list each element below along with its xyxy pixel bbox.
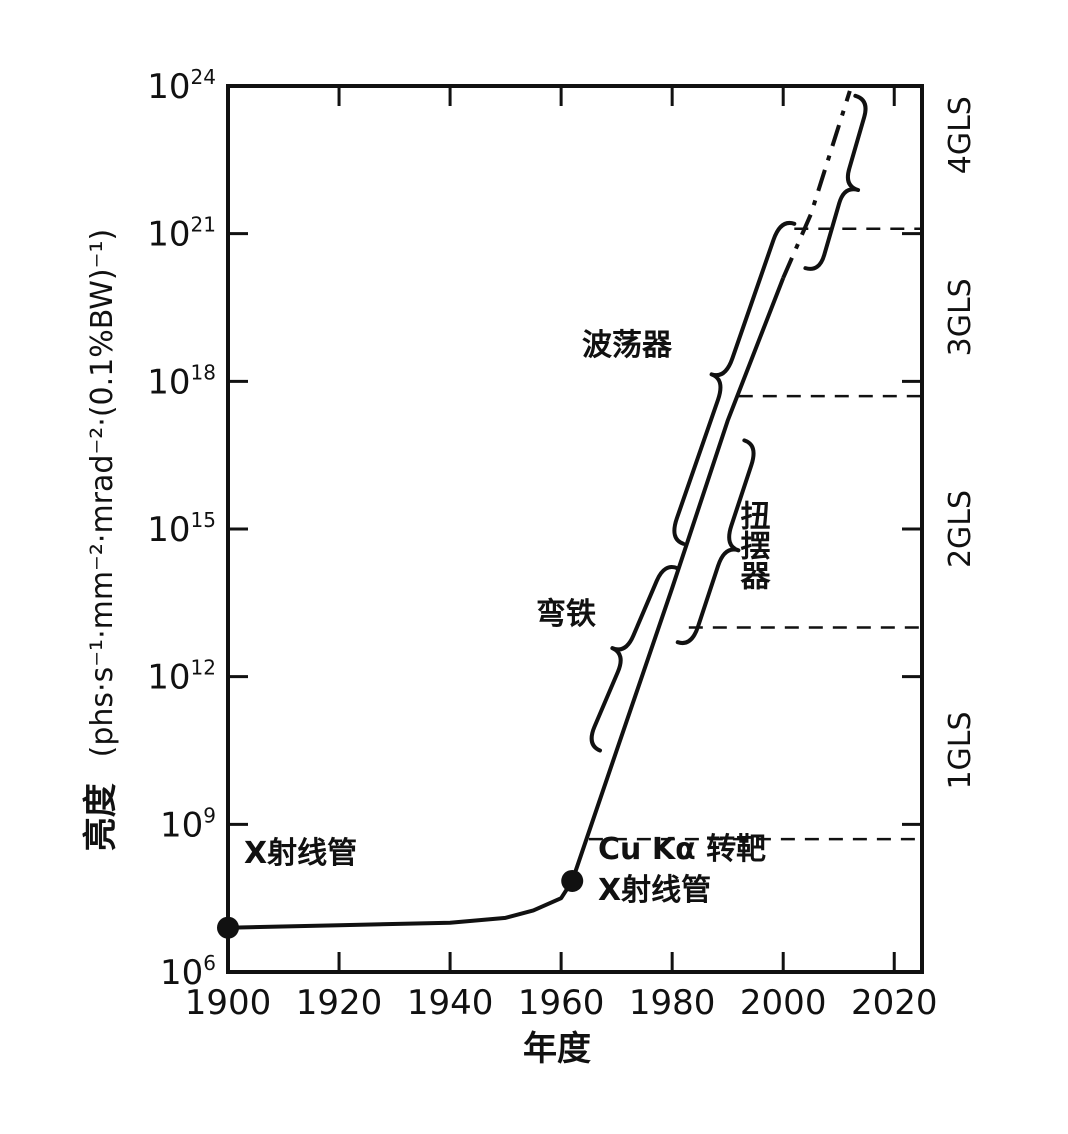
x-tick-label: 2000 (740, 983, 827, 1023)
y-tick-label: 1018 (147, 360, 216, 402)
tick-group: 1900 1920 1940 1960 1980 2000 2020 106 109 1012 10… (147, 65, 937, 1023)
generation-label: 3GLS (943, 278, 978, 356)
bracket-label-wiggler: 扭摆器 (735, 500, 772, 590)
bracket-label-bending-magnet: 弯铁 (536, 597, 596, 632)
y-tick-label: 1012 (147, 656, 216, 698)
y-tick-label: 106 (160, 951, 216, 993)
marker-label-cu-target-line2: X射线管 (598, 873, 711, 908)
x-tick-label: 1920 (296, 983, 383, 1023)
x-tick-label: 1940 (407, 983, 494, 1023)
y-tick-label: 1021 (147, 213, 216, 255)
series-group (227, 90, 852, 930)
x-tick-label: 1980 (629, 983, 716, 1023)
y-axis-title-unit: (phs·s⁻¹·mm⁻²·mrad⁻²·(0.1%BW)⁻¹) (85, 229, 120, 758)
marker-label-xray-tube: X射线管 (244, 836, 357, 871)
bracket-brace (803, 93, 868, 271)
x-tick-label: 2020 (851, 983, 938, 1023)
x-tick-label: 1960 (518, 983, 605, 1023)
bracket-brace (589, 565, 680, 753)
marker-group (217, 869, 584, 939)
generation-label: 2GLS (943, 490, 978, 568)
bracket-group (589, 93, 868, 753)
generation-label: 1GLS (943, 711, 978, 789)
y-tick-label: 1024 (147, 65, 216, 107)
svg-text:亮度 (phs·s⁻¹·mm⁻²·mrad⁻²·: 亮度 (phs·s⁻¹·mm⁻²·mrad⁻²·(0.1%BW)⁻¹) (81, 229, 121, 851)
marker-point (561, 869, 584, 892)
y-tick-label: 1015 (147, 508, 216, 550)
bracket-brace (672, 221, 797, 546)
bracket-label-undulator: 波荡器 (582, 328, 673, 363)
marker-label-cu-target-line1: Cu Kα 转靶 (598, 832, 766, 867)
series-line (781, 90, 852, 279)
y-tick-label: 109 (160, 803, 216, 845)
y-axis-title: 亮度 (phs·s⁻¹·mm⁻²·mrad⁻²·(0.1%BW)⁻¹) (81, 229, 121, 851)
y-axis-title-main: 亮度 (81, 783, 121, 851)
generation-level-group: 1GLS 2GLS 3GLS 4GLS (588, 96, 978, 841)
x-tick-label: 1900 (185, 983, 272, 1023)
series-line (227, 277, 786, 930)
generation-label: 4GLS (943, 96, 978, 174)
bracket-brace (675, 438, 756, 645)
x-axis-title: 年度 (523, 1029, 591, 1069)
